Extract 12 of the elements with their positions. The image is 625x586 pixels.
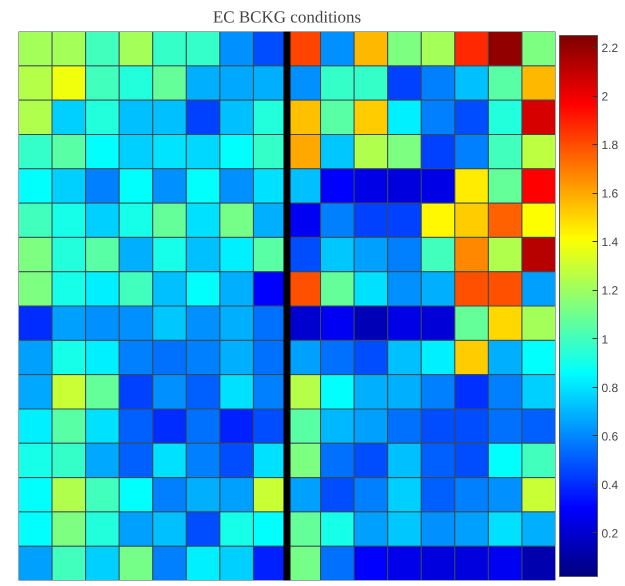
color-bar-label: 0.2 — [602, 526, 619, 540]
color-bar-label: 0.4 — [602, 478, 619, 492]
color-bar-label: 1.8 — [602, 138, 619, 152]
color-bar-label: 2 — [602, 90, 608, 104]
chart-title: EC BCKG conditions — [212, 8, 362, 26]
color-bar-label: 2.2 — [602, 41, 619, 56]
color-bar-label: 1.4 — [602, 235, 619, 250]
color-bar-label: 0.6 — [602, 429, 619, 444]
color-bar-label: 0.8 — [602, 380, 619, 395]
color-bar-label: 1.2 — [602, 284, 619, 298]
color-bar-label: 1.6 — [602, 186, 619, 201]
color-bar-label: 1 — [602, 332, 608, 346]
